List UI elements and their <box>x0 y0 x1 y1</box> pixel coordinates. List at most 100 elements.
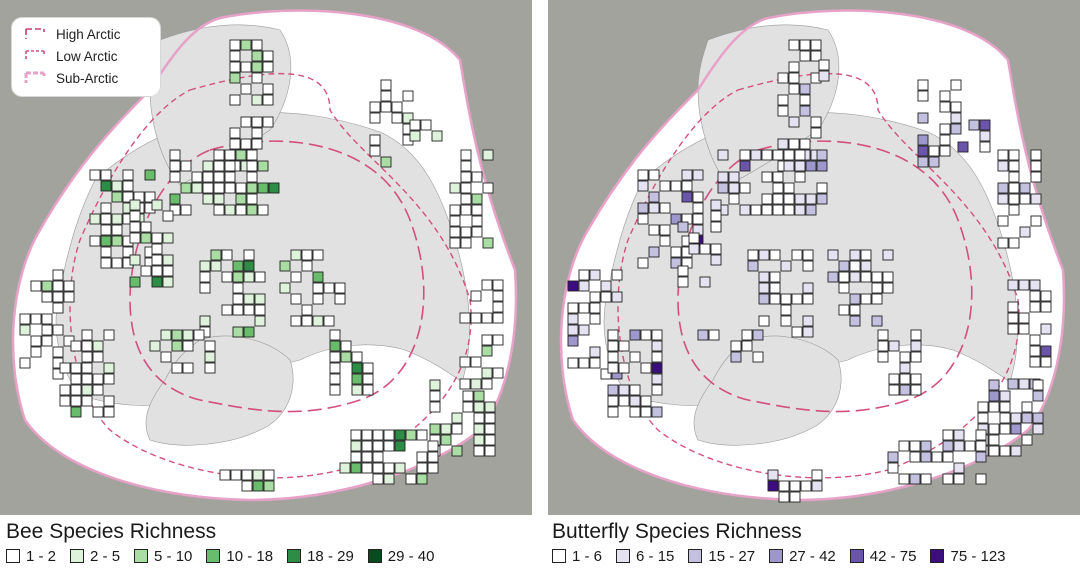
legend-label-sub-arctic: Sub-Arctic <box>56 70 119 86</box>
grid-cell <box>229 39 241 51</box>
grid-cell <box>89 169 101 181</box>
grid-cell <box>481 279 493 291</box>
grid-cell <box>600 368 612 380</box>
grid-cell <box>997 237 1009 249</box>
grid-cell <box>81 362 93 374</box>
grid-cell <box>103 362 115 374</box>
grid-cell <box>449 237 461 249</box>
grid-cell <box>30 313 42 325</box>
grid-cell <box>92 351 104 363</box>
grid-cell <box>942 429 954 441</box>
grid-cell <box>162 265 174 277</box>
grid-cell <box>240 83 252 95</box>
grid-cell <box>589 357 601 369</box>
grid-cell <box>262 61 274 73</box>
grid-cell <box>651 384 663 396</box>
grid-cell <box>939 123 951 135</box>
grid-cell <box>140 265 152 277</box>
grid-cell <box>254 315 266 327</box>
grid-cell <box>229 50 241 62</box>
grid-cell <box>81 373 93 385</box>
grid-cell <box>235 182 247 194</box>
grid-cell <box>361 440 373 452</box>
grid-cell <box>1029 345 1041 357</box>
grid-cell <box>263 469 275 481</box>
grid-cell <box>871 315 883 327</box>
grid-cell <box>171 329 183 341</box>
grid-cell <box>460 237 472 249</box>
grid-cell <box>739 204 751 216</box>
grid-cell <box>151 243 163 255</box>
grid-cell <box>578 280 590 292</box>
grid-cell <box>999 390 1011 402</box>
grid-cell <box>471 171 483 183</box>
grid-cell <box>979 141 991 153</box>
grid-cell <box>810 50 822 62</box>
grid-cell <box>70 362 82 374</box>
grid-cell <box>394 429 406 441</box>
grid-cell <box>838 260 850 272</box>
grid-cell <box>783 149 795 161</box>
grid-cell <box>772 193 784 205</box>
grid-cell <box>752 351 764 363</box>
grid-cell <box>802 326 814 338</box>
grid-cell <box>460 160 472 172</box>
grid-cell <box>758 249 770 261</box>
grid-cell <box>567 357 579 369</box>
grid-cell <box>920 451 932 463</box>
grid-cell <box>1032 379 1044 391</box>
grid-cell <box>802 293 814 305</box>
grid-cell <box>1018 279 1030 291</box>
grid-cell <box>243 304 255 316</box>
grid-cell <box>169 204 181 216</box>
grid-cell <box>440 423 452 435</box>
grid-cell <box>758 271 770 283</box>
grid-cell <box>651 406 663 418</box>
grid-cell <box>473 412 485 424</box>
grid-cell <box>224 171 236 183</box>
bee-legend-swatch <box>367 549 382 563</box>
grid-cell <box>191 182 203 194</box>
butterfly-legend-swatch <box>688 549 703 563</box>
grid-cell <box>1007 323 1019 335</box>
grid-cell <box>767 469 779 481</box>
grid-cell <box>818 59 830 71</box>
grid-cell <box>920 473 932 485</box>
grid-cell <box>1029 290 1041 302</box>
grid-cell <box>950 101 962 113</box>
grid-cell <box>802 315 814 327</box>
grid-cell <box>180 160 192 172</box>
grid-cell <box>750 204 762 216</box>
grid-cell <box>877 329 889 341</box>
grid-cell <box>838 304 850 316</box>
grid-cell <box>957 141 969 153</box>
grid-cell <box>887 451 899 463</box>
grid-cell <box>659 180 671 192</box>
grid-cell <box>52 280 64 292</box>
grid-cell <box>427 462 439 474</box>
grid-cell <box>589 291 601 303</box>
grid-cell <box>232 293 244 305</box>
grid-cell <box>484 445 496 457</box>
grid-cell <box>1019 226 1031 238</box>
grid-cell <box>334 293 346 305</box>
bee-legend-label: 1 - 2 <box>26 547 57 565</box>
grid-cell <box>728 182 740 194</box>
legend-label-low-arctic: Low Arctic <box>56 48 118 64</box>
grid-cell <box>999 445 1011 457</box>
grid-cell <box>816 149 828 161</box>
grid-cell <box>882 271 894 283</box>
grid-cell <box>849 304 861 316</box>
grid-cell <box>246 160 258 172</box>
grid-cell <box>975 429 987 441</box>
grid-cell <box>204 351 216 363</box>
grid-cell <box>1030 149 1042 161</box>
grid-cell <box>204 340 216 352</box>
grid-cell <box>979 130 991 142</box>
grid-cell <box>1018 378 1030 390</box>
grid-cell <box>100 202 112 214</box>
grid-cell <box>752 329 764 341</box>
grid-cell <box>162 276 174 288</box>
grid-cell <box>59 362 71 374</box>
grid-cell <box>301 249 313 261</box>
